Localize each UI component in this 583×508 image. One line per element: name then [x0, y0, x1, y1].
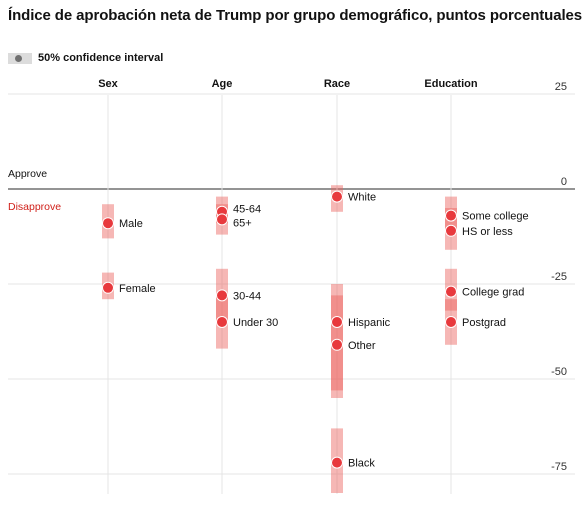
legend-dot-icon [15, 54, 22, 62]
data-point [445, 316, 457, 328]
data-point [216, 316, 228, 328]
data-point-label: Male [119, 218, 143, 230]
data-point-label: HS or less [462, 226, 513, 238]
y-tick-label: -75 [551, 461, 567, 473]
data-point [331, 338, 343, 351]
column-guides [107, 95, 452, 494]
approve-side-label: Approve [8, 168, 47, 180]
column-header: Race [324, 78, 350, 90]
data-marks: Male Female 45-64 65+ 30-44 Under 30 White Hisp… [102, 185, 529, 493]
data-point-label: College grad [462, 287, 524, 299]
data-point-label: Hispanic [348, 317, 391, 329]
data-point [331, 190, 343, 203]
column-header: Age [212, 78, 233, 90]
data-point [102, 281, 114, 294]
data-point-label: Some college [462, 211, 529, 223]
y-tick-label: 25 [555, 81, 567, 93]
column-headers: Sex Age Race Education [98, 78, 478, 90]
data-point-label: 45-64 [233, 204, 261, 216]
data-point-label: 65+ [233, 218, 252, 230]
data-point [102, 217, 114, 230]
y-tick-label: -25 [551, 271, 567, 283]
data-point-label: Black [348, 458, 375, 470]
data-point-label: Other [348, 340, 376, 352]
data-point [216, 213, 228, 226]
legend-label: 50% confidence interval [38, 52, 164, 64]
data-point-label: Postgrad [462, 317, 506, 329]
data-point [445, 209, 457, 222]
chart-title: Índice de aprobación neta de Trump por g… [8, 7, 583, 24]
gridlines [8, 93, 575, 475]
chart-legend: 50% confidence interval [8, 50, 163, 66]
y-tick-label: 0 [561, 176, 567, 188]
data-point-label: 30-44 [233, 290, 261, 302]
disapprove-side-label: Disapprove [8, 201, 61, 213]
column-header: Education [424, 78, 477, 90]
y-tick-label: -50 [551, 366, 567, 378]
data-point [216, 289, 228, 302]
data-point [445, 285, 457, 298]
data-point-label: White [348, 192, 376, 204]
y-axis-ticks: 25 0 -25 -50 -75 [551, 81, 567, 473]
data-point [331, 456, 343, 469]
data-point [445, 224, 457, 237]
data-point-label: Female [119, 283, 156, 295]
data-point-label: Under 30 [233, 317, 278, 329]
data-point [331, 316, 343, 328]
column-header: Sex [98, 78, 118, 90]
confidence-interval-swatch [8, 52, 32, 64]
